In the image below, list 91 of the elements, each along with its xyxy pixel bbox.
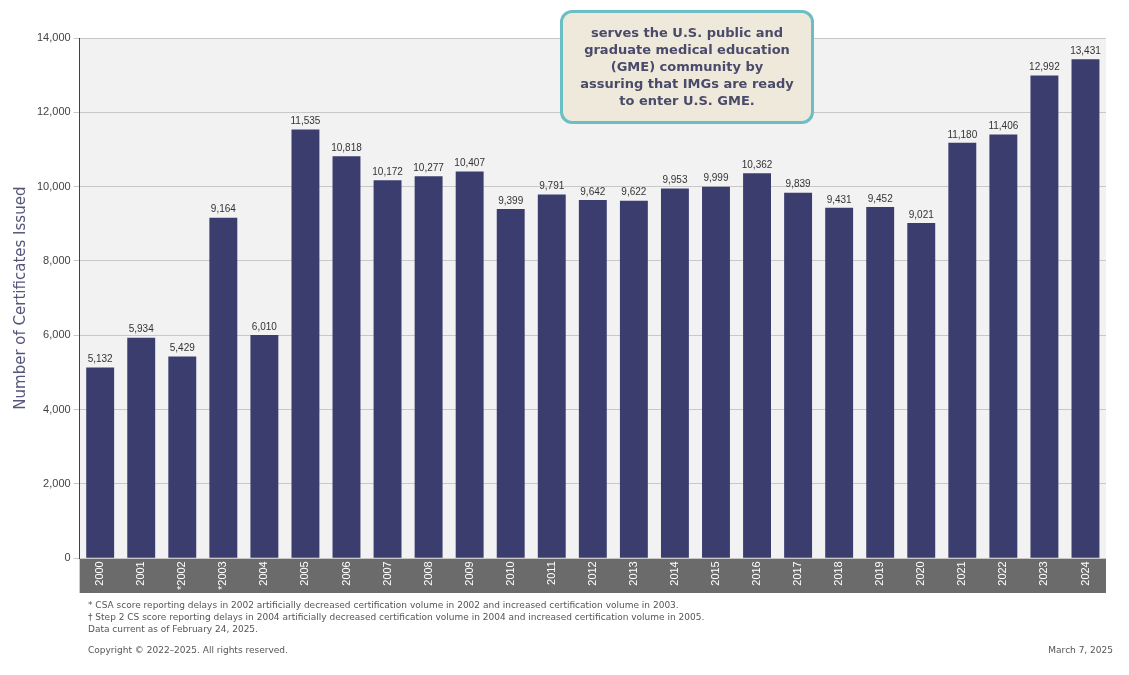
bar: [660, 188, 689, 558]
bar: [619, 200, 648, 558]
data-label: 9,622: [621, 186, 647, 198]
x-tick-label: 2018: [832, 561, 845, 586]
bar: [784, 192, 813, 558]
y-tick-label: 4,000: [43, 402, 71, 415]
y-tick-label: 14,000: [36, 31, 71, 44]
x-tick-label: *2003: [216, 561, 229, 591]
x-tick-label: 2014: [667, 561, 680, 586]
bar: [209, 217, 238, 558]
bar: [907, 223, 936, 558]
x-tick-label: 2006: [339, 561, 352, 586]
data-label: 11,535: [290, 115, 321, 127]
bar: [373, 180, 402, 558]
text: March 7, 2025: [1048, 645, 1113, 656]
x-tick-label: 2013: [626, 561, 639, 586]
y-tick-label: 10,000: [36, 179, 71, 192]
x-tick-label: 2010: [503, 561, 516, 586]
x-tick-label: 2019: [873, 561, 886, 586]
x-tick-label: *2002: [175, 561, 188, 591]
bar: [250, 334, 279, 558]
x-tick-label: 2001: [134, 561, 147, 586]
data-label: 10,818: [331, 142, 363, 153]
data-label: 9,452: [867, 192, 894, 204]
x-tick-label: 2023: [1037, 561, 1050, 586]
data-label: 5,934: [128, 323, 155, 335]
x-tick-label: 2008: [421, 561, 434, 586]
bar: [743, 173, 771, 558]
y-tick-label: 8,000: [43, 253, 71, 266]
text: * CSA score reporting delays in 2002 artificially decreased certification volume in 2002 and increased certification volume in 2003.: [88, 599, 680, 612]
bar: [1071, 59, 1100, 558]
bar: [537, 194, 566, 558]
data-label: 11,180: [947, 128, 978, 140]
y-tick-label: 12,000: [36, 105, 71, 118]
data-label: 9,642: [580, 185, 606, 197]
y-axis-title: Number of Certificates Issued: [10, 186, 29, 410]
data-label: 10,362: [741, 158, 773, 170]
data-label: 9,999: [703, 172, 729, 184]
data-label: 9,399: [498, 194, 524, 206]
x-tick-label: 2016: [750, 561, 763, 586]
bar: [168, 356, 197, 558]
data-label: 9,791: [539, 180, 565, 192]
bar: [825, 207, 854, 558]
bar: [291, 129, 320, 558]
data-label: 6,010: [251, 320, 278, 332]
data-label: 5,429: [169, 342, 196, 354]
x-tick-label: 2005: [298, 561, 311, 586]
annotation: serves the U.S. public and graduate medical education (GME) community by assuring that IMGs are ready to enter U.S. GME.: [580, 25, 794, 108]
text: Data current as of February 24, 2025.: [88, 623, 259, 636]
x-tick-label: 2017: [791, 561, 804, 586]
callout-box: serves the U.S. public and graduate medical education (GME) community by assuring that IMGs are ready to enter U.S. GME.: [560, 10, 814, 125]
x-tick-label: 2000: [93, 561, 106, 586]
data-label: 13,431: [1070, 44, 1102, 56]
data-label: 9,164: [210, 203, 237, 215]
bar: [127, 337, 156, 558]
x-tick-label: 2020: [914, 561, 927, 586]
data-label: 9,021: [908, 208, 935, 220]
bar: [702, 186, 730, 558]
x-tick-label: 2007: [380, 561, 393, 586]
data-label: 9,431: [826, 193, 853, 205]
data-label: 10,407: [454, 157, 486, 169]
data-label: 5,132: [87, 353, 114, 365]
bar: [86, 367, 115, 558]
bar: [414, 176, 443, 558]
x-tick-label: 2004: [257, 561, 270, 586]
bar: [866, 207, 895, 558]
data-label: 10,277: [413, 162, 445, 174]
y-tick-label: 2,000: [43, 476, 71, 489]
x-tick-label: 2012: [585, 561, 598, 586]
bar: [1030, 75, 1059, 558]
data-label: 9,839: [785, 178, 812, 190]
data-label: 10,172: [372, 166, 404, 177]
x-tick-label: 2024: [1078, 561, 1091, 586]
bar: [989, 134, 1018, 558]
text: † Step 2 CS score reporting delays in 2004 artificially decreased certification volume in 2004 and increased certification volume in 2005.: [88, 611, 706, 624]
bar: [332, 156, 361, 558]
data-label: 9,953: [662, 174, 688, 186]
x-tick-label: 2011: [544, 561, 557, 585]
text: Copyright © 2022–2025. All rights reserved.: [88, 645, 288, 656]
data-label: 12,992: [1029, 61, 1061, 73]
bar: [496, 208, 525, 558]
y-tick-label: 0: [64, 551, 71, 564]
x-tick-label: 2021: [955, 561, 968, 586]
x-tick-label: 2022: [996, 561, 1009, 586]
bar: [578, 199, 607, 558]
bar: [455, 171, 484, 558]
y-tick-label: 6,000: [43, 328, 71, 341]
x-tick-label: 2009: [462, 561, 475, 586]
bar: [948, 142, 977, 558]
x-tick-label: 2015: [709, 561, 722, 586]
data-label: 11,406: [988, 120, 1019, 132]
